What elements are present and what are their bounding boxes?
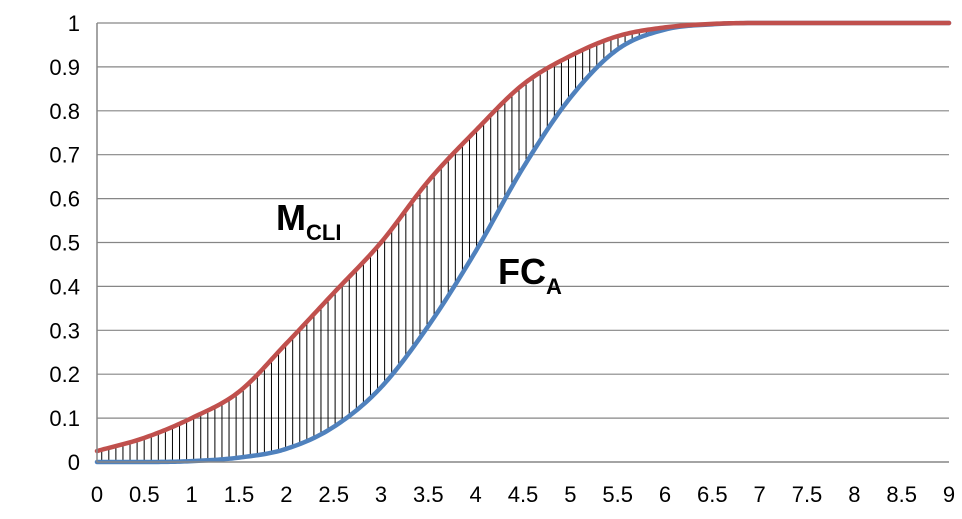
x-tick-label: 7 bbox=[754, 482, 766, 507]
y-tick-label: 0.9 bbox=[49, 55, 80, 80]
series-lines bbox=[94, 20, 952, 465]
annotations: MCLI FCA bbox=[276, 197, 562, 299]
x-tick-label: 3 bbox=[375, 482, 387, 507]
x-tick-label: 9 bbox=[943, 482, 955, 507]
y-tick-label: 0.3 bbox=[49, 318, 80, 343]
annotation-m-cli: MCLI bbox=[276, 197, 341, 245]
x-tick-label: 4 bbox=[470, 482, 482, 507]
series-line-m-cli bbox=[94, 20, 952, 454]
annotation-subscript: A bbox=[546, 274, 562, 299]
x-tick-label: 6 bbox=[659, 482, 671, 507]
x-tick-label: 0 bbox=[91, 482, 103, 507]
hatch-area bbox=[101, 27, 669, 462]
x-tick-label: 7.5 bbox=[792, 482, 823, 507]
y-tick-label: 0.7 bbox=[49, 143, 80, 168]
x-tick-label: 3.5 bbox=[413, 482, 444, 507]
x-tick-label: 5.5 bbox=[602, 482, 633, 507]
x-tick-label: 8.5 bbox=[886, 482, 917, 507]
y-tick-label: 0.1 bbox=[49, 406, 80, 431]
x-tick-label: 2 bbox=[280, 482, 292, 507]
y-tick-label: 1 bbox=[68, 11, 80, 36]
annotation-fc-a: FCA bbox=[498, 251, 562, 299]
annotation-main: FC bbox=[498, 251, 546, 292]
x-tick-label: 4.5 bbox=[508, 482, 539, 507]
y-tick-labels: 0 0.1 0.2 0.3 0.4 0.5 0.6 0.7 0.8 0.9 1 bbox=[49, 11, 80, 475]
y-tick-label: 0.8 bbox=[49, 99, 80, 124]
y-tick-label: 0 bbox=[68, 450, 80, 475]
x-tick-label: 5 bbox=[564, 482, 576, 507]
x-tick-label: 1.5 bbox=[224, 482, 255, 507]
y-tick-label: 0.2 bbox=[49, 362, 80, 387]
x-tick-label: 0.5 bbox=[129, 482, 160, 507]
y-tick-label: 0.5 bbox=[49, 231, 80, 256]
x-tick-labels: 0 0.5 1 1.5 2 2.5 3 3.5 4 4.5 5 5.5 6 6.5 7 7.5 8 8.5 9 bbox=[91, 482, 955, 507]
annotation-subscript: CLI bbox=[306, 220, 341, 245]
axes bbox=[96, 23, 949, 463]
annotation-main: M bbox=[276, 197, 306, 238]
y-tick-label: 0.4 bbox=[49, 274, 80, 299]
x-tick-label: 8 bbox=[848, 482, 860, 507]
y-tick-label: 0.6 bbox=[49, 187, 80, 212]
x-tick-label: 2.5 bbox=[318, 482, 349, 507]
x-tick-label: 1 bbox=[186, 482, 198, 507]
x-tick-label: 6.5 bbox=[697, 482, 728, 507]
